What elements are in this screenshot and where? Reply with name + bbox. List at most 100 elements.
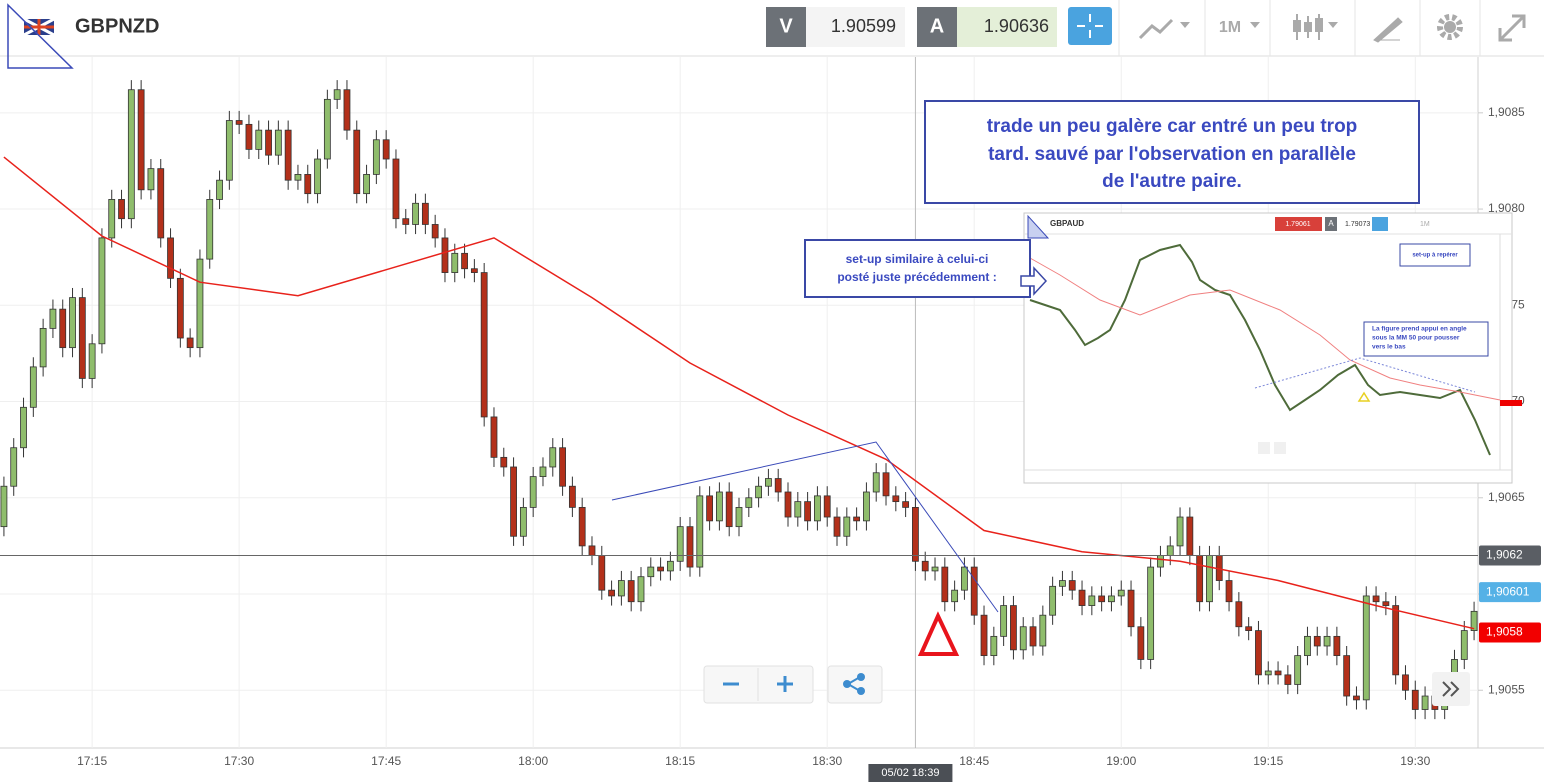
candle-body (470, 268, 478, 273)
candle-body (676, 526, 684, 562)
candle-body (961, 566, 968, 591)
candle-body (1176, 516, 1184, 547)
candle-body (1235, 601, 1243, 628)
x-tick-label: 18:00 (518, 754, 548, 768)
price-tag (1479, 582, 1541, 603)
candle-body (941, 566, 949, 603)
candle-body (921, 560, 929, 572)
candle-body (882, 472, 890, 497)
y-tick-label: 1,9080 (1488, 201, 1525, 215)
candle-body (1470, 610, 1478, 631)
candle-body (892, 495, 900, 503)
x-tick-label: 17:15 (77, 754, 107, 768)
candle-body (1274, 670, 1282, 676)
candle-body (137, 89, 145, 191)
candle-body (0, 485, 8, 528)
candle-body (1353, 695, 1360, 701)
candle-body (931, 566, 939, 572)
y-tick-label: 1,9055 (1488, 682, 1525, 696)
candle-body (363, 174, 370, 195)
candle-body (392, 158, 400, 220)
candle-body (490, 416, 498, 458)
candle-body (843, 516, 851, 537)
candle-body (382, 139, 390, 160)
candle-body (147, 168, 155, 191)
candle-body (1313, 635, 1321, 647)
candle-body (686, 526, 694, 568)
candle-body (1206, 555, 1213, 603)
candle-body (539, 466, 547, 478)
crosshair-label: 05/02 18:39 (881, 767, 939, 779)
candle-body (1362, 595, 1370, 701)
candle-body (1431, 695, 1439, 710)
candle-body (529, 476, 537, 508)
candle-body (245, 123, 253, 150)
candle-body (1059, 580, 1066, 587)
candle-body (1460, 630, 1468, 660)
price-tag-label: 1,90601 (1486, 584, 1530, 598)
x-tick-label: 18:30 (812, 754, 842, 768)
candle-body (1451, 659, 1458, 685)
candle-body (1411, 689, 1419, 710)
y-tick-label: 1,9075 (1488, 297, 1525, 311)
price-tag-label: 1,9062 (1486, 548, 1523, 562)
candle-body (1108, 595, 1115, 603)
x-tick-label: 17:45 (371, 754, 401, 768)
candle-body (578, 507, 586, 547)
candle-body (804, 501, 812, 522)
candle-body (608, 589, 615, 597)
candle-body (951, 589, 959, 603)
candle-body (1127, 589, 1135, 628)
candle-body (323, 98, 331, 160)
x-tick-label: 17:30 (224, 754, 254, 768)
candle-body (186, 337, 194, 349)
candle-body (755, 485, 763, 499)
candle-body (78, 297, 86, 379)
candle-body (617, 580, 625, 597)
candle-body (1245, 626, 1253, 631)
candle-body (1029, 626, 1037, 647)
candle-body (735, 507, 743, 528)
candle-body (431, 224, 439, 239)
candle-body (196, 258, 204, 349)
candle-body (1049, 585, 1057, 616)
candle-body (480, 272, 488, 418)
candle-body (715, 491, 723, 522)
candle-body (823, 495, 831, 518)
candle-body (1402, 674, 1409, 691)
candle-body (598, 555, 606, 591)
candle-body (1196, 555, 1204, 603)
candle-body (372, 139, 380, 175)
candle-body (1304, 635, 1311, 657)
candle-body (1147, 566, 1155, 660)
candle-body (98, 237, 106, 345)
candle-body (863, 491, 870, 522)
candle-body (1372, 595, 1380, 603)
candle-body (774, 478, 782, 493)
price-tag (1479, 622, 1541, 643)
candle-body (1039, 614, 1047, 647)
candle-body (706, 495, 713, 522)
candle-body (108, 199, 116, 239)
x-tick-label: 19:15 (1253, 754, 1283, 768)
candle-body (814, 495, 821, 522)
candle-body (647, 566, 655, 578)
candle-body (519, 507, 527, 537)
x-tick-label: 18:15 (665, 754, 695, 768)
candle-body (1098, 595, 1106, 603)
candle-body (794, 501, 802, 518)
candle-body (568, 485, 576, 508)
candle-body (637, 576, 645, 603)
y-tick-label: 1,9070 (1488, 394, 1525, 408)
candle-body (412, 202, 419, 225)
candle-body (225, 120, 233, 181)
candle-body (441, 237, 449, 273)
candle-body (333, 89, 341, 100)
candle-body (20, 406, 27, 449)
candle-body (59, 308, 67, 349)
candle-body (167, 237, 174, 279)
candle-body (157, 168, 165, 239)
candle-body (421, 202, 429, 225)
candle-body (176, 277, 184, 339)
